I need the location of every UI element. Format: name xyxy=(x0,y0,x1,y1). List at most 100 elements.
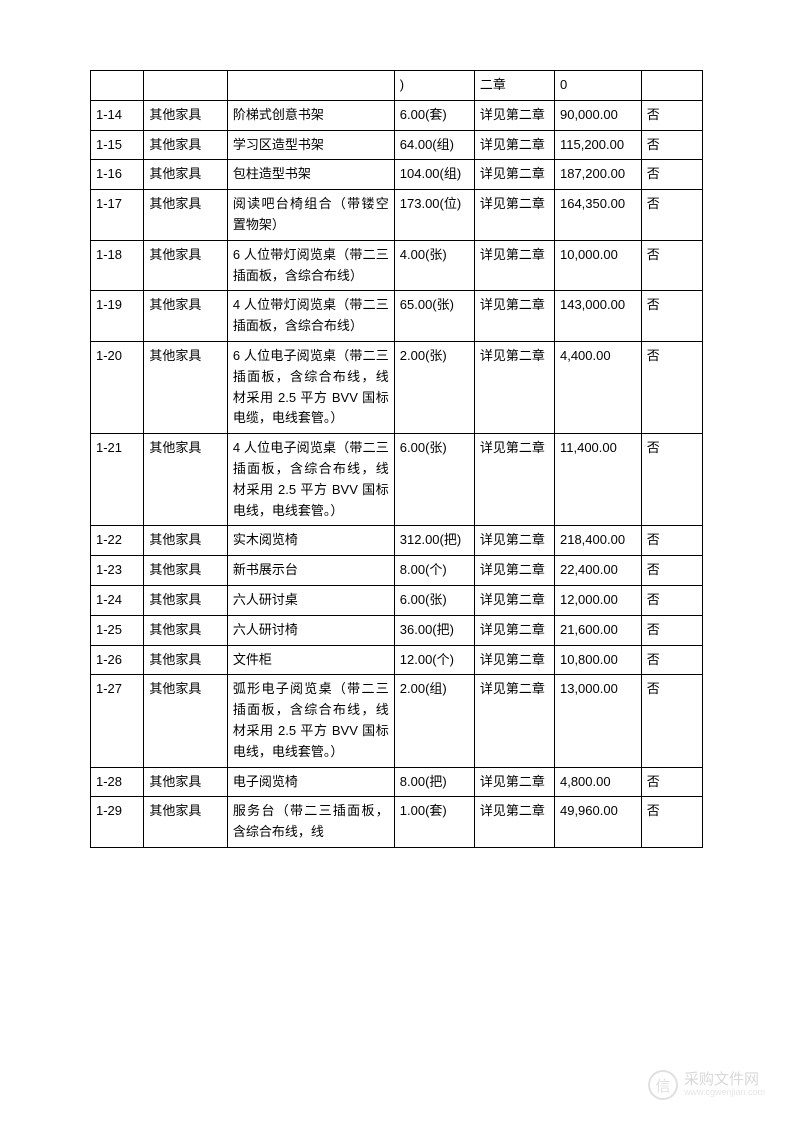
table-cell: 其他家具 xyxy=(144,130,227,160)
table-cell: 6.00(张) xyxy=(394,585,474,615)
table-row: 1-23其他家具新书展示台8.00(个)详见第二章22,400.00否 xyxy=(91,556,703,586)
table-cell: 12,000.00 xyxy=(554,585,641,615)
table-cell: 其他家具 xyxy=(144,100,227,130)
table-cell: 4 人位电子阅览桌（带二三插面板，含综合布线，线材采用 2.5 平方 BVV 国… xyxy=(227,434,394,526)
table-cell: ) xyxy=(394,71,474,101)
table-cell: 详见第二章 xyxy=(474,291,554,342)
table-row: 1-16其他家具包柱造型书架104.00(组)详见第二章187,200.00否 xyxy=(91,160,703,190)
table-cell: 164,350.00 xyxy=(554,190,641,241)
table-cell: 学习区造型书架 xyxy=(227,130,394,160)
table-cell: 64.00(组) xyxy=(394,130,474,160)
table-cell: 1-17 xyxy=(91,190,144,241)
table-cell: 其他家具 xyxy=(144,675,227,767)
table-cell: 1-19 xyxy=(91,291,144,342)
table-cell: 其他家具 xyxy=(144,160,227,190)
table-row: )二章0 xyxy=(91,71,703,101)
table-cell: 36.00(把) xyxy=(394,615,474,645)
table-row: 1-25其他家具六人研讨椅36.00(把)详见第二章21,600.00否 xyxy=(91,615,703,645)
table-cell: 新书展示台 xyxy=(227,556,394,586)
table-cell: 143,000.00 xyxy=(554,291,641,342)
table-cell: 1-15 xyxy=(91,130,144,160)
table-cell: 二章 xyxy=(474,71,554,101)
table-cell: 8.00(把) xyxy=(394,767,474,797)
table-cell: 阅读吧台椅组合（带镂空置物架） xyxy=(227,190,394,241)
table-cell: 1-29 xyxy=(91,797,144,848)
table-cell: 否 xyxy=(641,767,702,797)
table-cell: 其他家具 xyxy=(144,615,227,645)
table-cell: 详见第二章 xyxy=(474,240,554,291)
table-cell: 10,800.00 xyxy=(554,645,641,675)
table-cell: 4,800.00 xyxy=(554,767,641,797)
table-cell: 否 xyxy=(641,645,702,675)
table-cell: 115,200.00 xyxy=(554,130,641,160)
table-cell: 6 人位电子阅览桌（带二三插面板，含综合布线，线材采用 2.5 平方 BVV 国… xyxy=(227,341,394,433)
table-cell: 1-20 xyxy=(91,341,144,433)
data-table: )二章01-14其他家具阶梯式创意书架6.00(套)详见第二章90,000.00… xyxy=(90,70,703,848)
table-row: 1-14其他家具阶梯式创意书架6.00(套)详见第二章90,000.00否 xyxy=(91,100,703,130)
table-cell: 4.00(张) xyxy=(394,240,474,291)
watermark-main: 采购文件网 xyxy=(684,1072,765,1089)
table-cell: 详见第二章 xyxy=(474,767,554,797)
table-cell: 否 xyxy=(641,585,702,615)
table-cell: 详见第二章 xyxy=(474,645,554,675)
table-cell: 1-26 xyxy=(91,645,144,675)
table-row: 1-28其他家具电子阅览椅8.00(把)详见第二章4,800.00否 xyxy=(91,767,703,797)
table-cell: 其他家具 xyxy=(144,767,227,797)
table-cell: 8.00(个) xyxy=(394,556,474,586)
table-cell: 详见第二章 xyxy=(474,615,554,645)
table-cell: 0 xyxy=(554,71,641,101)
table-cell: 1.00(套) xyxy=(394,797,474,848)
table-cell: 详见第二章 xyxy=(474,190,554,241)
table-cell: 详见第二章 xyxy=(474,341,554,433)
table-cell: 否 xyxy=(641,526,702,556)
table-cell: 1-23 xyxy=(91,556,144,586)
table-cell: 否 xyxy=(641,190,702,241)
table-body: )二章01-14其他家具阶梯式创意书架6.00(套)详见第二章90,000.00… xyxy=(91,71,703,848)
table-cell: 否 xyxy=(641,240,702,291)
table-cell: 否 xyxy=(641,434,702,526)
table-cell xyxy=(227,71,394,101)
table-cell: 1-18 xyxy=(91,240,144,291)
table-cell: 1-21 xyxy=(91,434,144,526)
table-cell: 1-22 xyxy=(91,526,144,556)
table-cell: 6.00(套) xyxy=(394,100,474,130)
table-cell: 187,200.00 xyxy=(554,160,641,190)
table-cell: 其他家具 xyxy=(144,434,227,526)
table-cell: 218,400.00 xyxy=(554,526,641,556)
watermark-icon: 信 xyxy=(648,1070,678,1100)
table-cell: 1-14 xyxy=(91,100,144,130)
table-cell: 包柱造型书架 xyxy=(227,160,394,190)
table-cell: 服务台（带二三插面板，含综合布线，线 xyxy=(227,797,394,848)
table-row: 1-15其他家具学习区造型书架64.00(组)详见第二章115,200.00否 xyxy=(91,130,703,160)
watermark: 信 采购文件网 www.cgwenjian.com xyxy=(648,1070,765,1100)
table-cell: 其他家具 xyxy=(144,240,227,291)
table-cell: 六人研讨椅 xyxy=(227,615,394,645)
table-cell: 否 xyxy=(641,130,702,160)
table-cell: 1-25 xyxy=(91,615,144,645)
table-cell: 173.00(位) xyxy=(394,190,474,241)
table-cell: 1-24 xyxy=(91,585,144,615)
table-cell xyxy=(144,71,227,101)
table-row: 1-20其他家具6 人位电子阅览桌（带二三插面板，含综合布线，线材采用 2.5 … xyxy=(91,341,703,433)
table-cell: 否 xyxy=(641,556,702,586)
table-cell: 49,960.00 xyxy=(554,797,641,848)
table-row: 1-22其他家具实木阅览椅312.00(把)详见第二章218,400.00否 xyxy=(91,526,703,556)
table-cell: 详见第二章 xyxy=(474,434,554,526)
table-cell: 其他家具 xyxy=(144,585,227,615)
table-cell: 4,400.00 xyxy=(554,341,641,433)
table-row: 1-21其他家具4 人位电子阅览桌（带二三插面板，含综合布线，线材采用 2.5 … xyxy=(91,434,703,526)
table-cell: 否 xyxy=(641,291,702,342)
table-cell: 2.00(组) xyxy=(394,675,474,767)
watermark-text: 采购文件网 www.cgwenjian.com xyxy=(684,1072,765,1098)
table-row: 1-24其他家具六人研讨桌6.00(张)详见第二章12,000.00否 xyxy=(91,585,703,615)
table-cell: 其他家具 xyxy=(144,556,227,586)
table-cell: 详见第二章 xyxy=(474,526,554,556)
table-cell: 6.00(张) xyxy=(394,434,474,526)
table-row: 1-27其他家具弧形电子阅览桌（带二三插面板，含综合布线，线材采用 2.5 平方… xyxy=(91,675,703,767)
table-cell: 其他家具 xyxy=(144,190,227,241)
table-cell: 13,000.00 xyxy=(554,675,641,767)
table-cell: 否 xyxy=(641,797,702,848)
table-cell: 10,000.00 xyxy=(554,240,641,291)
table-cell: 详见第二章 xyxy=(474,100,554,130)
table-cell: 312.00(把) xyxy=(394,526,474,556)
